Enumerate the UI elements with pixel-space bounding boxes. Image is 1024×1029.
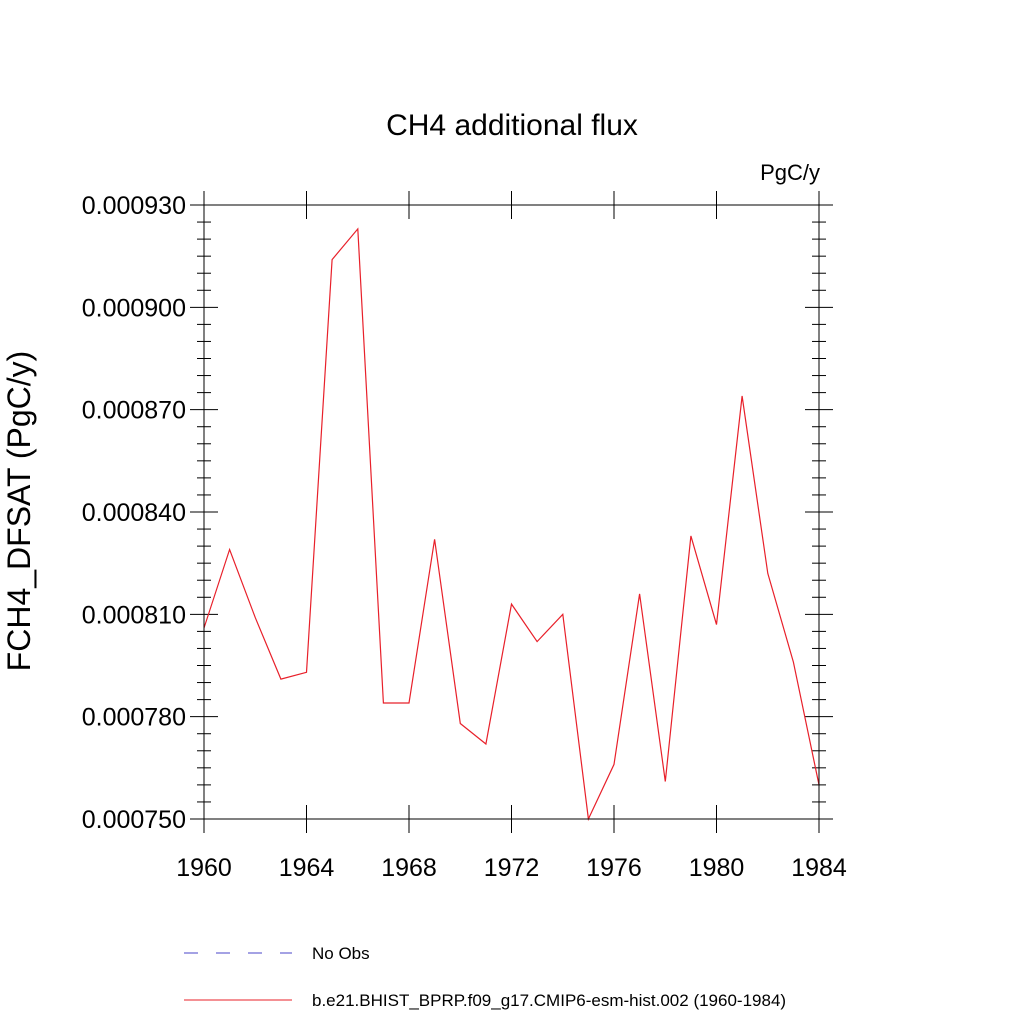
data-series (203, 227, 820, 822)
x-tick-label: 1972 (484, 854, 540, 882)
x-tick-label: 1964 (279, 854, 335, 882)
units-label: PgC/y (760, 160, 820, 185)
y-tick-label: 0.000870 (82, 397, 186, 425)
y-axis-label: FCH4_DFSAT (PgC/y) (1, 351, 37, 672)
plot-frame (203, 204, 820, 820)
x-tick-label: 1960 (176, 854, 232, 882)
y-tick-label: 0.000780 (82, 704, 186, 732)
y-tick-label: 0.000900 (82, 294, 186, 322)
y-tick-label: 0.000810 (82, 601, 186, 629)
legend-label-model-run: b.e21.BHIST_BPRP.f09_g17.CMIP6-esm-hist.… (312, 991, 786, 1010)
chart-title: CH4 additional flux (386, 109, 638, 142)
y-tick-label: 0.000930 (82, 192, 186, 220)
axis-tick-labels: 0.000750 0.000780 0.000810 0.000840 0.000870… (82, 192, 847, 882)
x-tick-label: 1980 (689, 854, 745, 882)
y-tick-label: 0.000840 (82, 499, 186, 527)
x-tick-label: 1968 (381, 854, 437, 882)
x-tick-label: 1984 (791, 854, 847, 882)
series-line (203, 227, 820, 822)
legend: No Obs b.e21.BHIST_BPRP.f09_g17.CMIP6-es… (184, 944, 786, 1010)
y-tick-label: 0.000750 (82, 806, 186, 834)
axis-ticks (190, 191, 833, 833)
x-tick-label: 1976 (586, 854, 642, 882)
legend-label-no-obs: No Obs (312, 944, 370, 963)
